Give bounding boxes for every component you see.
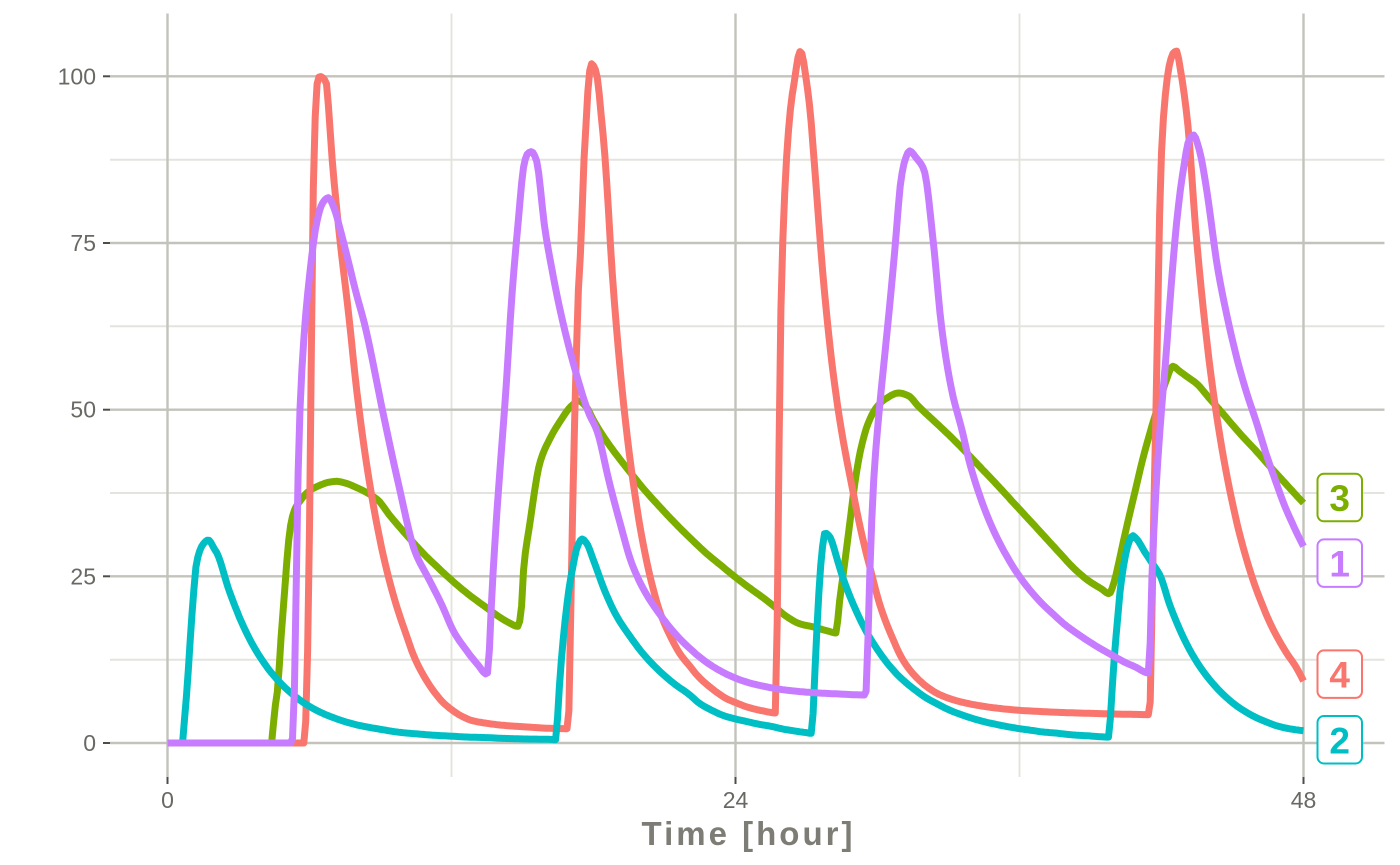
svg-text:50: 50 <box>70 397 96 423</box>
svg-text:25: 25 <box>70 563 96 589</box>
svg-text:48: 48 <box>1291 787 1317 813</box>
svg-text:Time [hour]: Time [hour] <box>642 815 856 852</box>
svg-text:0: 0 <box>83 730 96 756</box>
svg-text:1: 1 <box>1329 544 1350 585</box>
svg-text:75: 75 <box>70 230 96 256</box>
svg-text:3: 3 <box>1329 478 1350 519</box>
svg-text:0: 0 <box>161 787 174 813</box>
svg-text:2: 2 <box>1329 720 1350 761</box>
svg-text:24: 24 <box>723 787 749 813</box>
svg-text:4: 4 <box>1329 655 1350 696</box>
svg-text:100: 100 <box>58 63 96 89</box>
